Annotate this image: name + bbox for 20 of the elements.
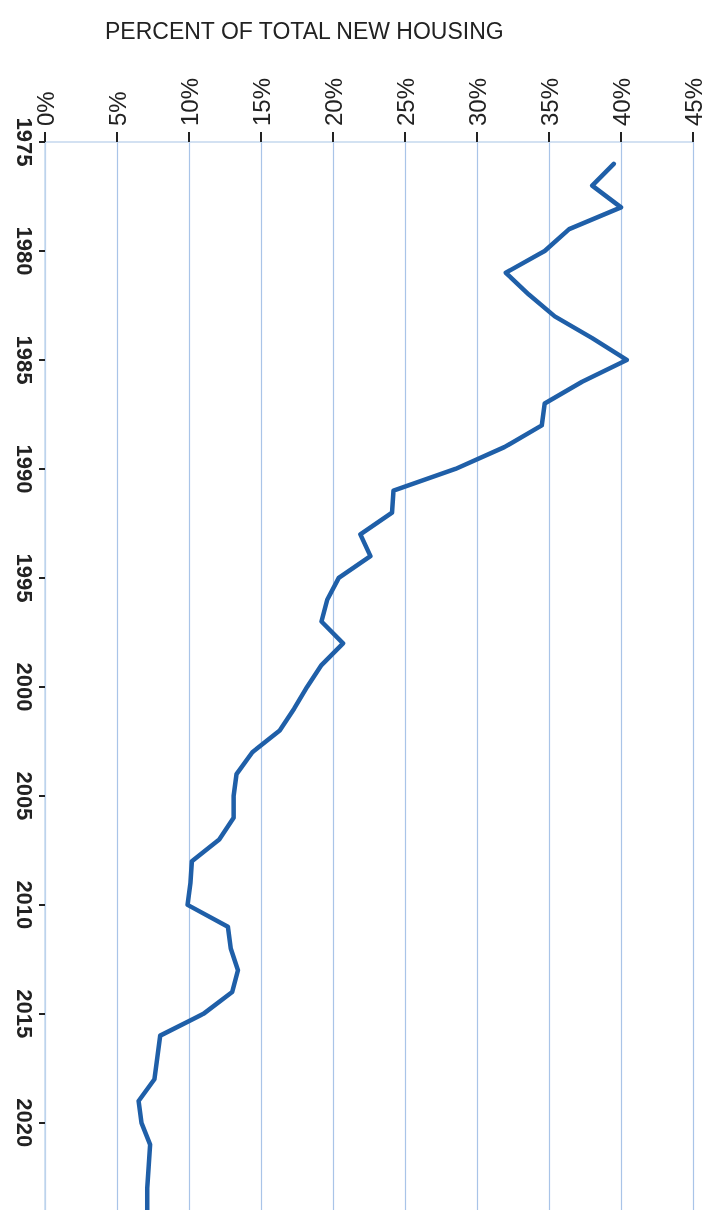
y-tick-label: 2010	[11, 880, 37, 930]
y-tick-label: 2005	[11, 771, 37, 821]
y-tick-label: 1990	[11, 444, 37, 494]
y-tick-label: 1980	[11, 226, 37, 276]
x-tick-label: 25%	[391, 77, 419, 126]
x-tick-label: 5%	[103, 91, 131, 126]
x-tick-label: 10%	[175, 77, 203, 126]
y-tick-label: 2020	[11, 1098, 37, 1148]
y-tick-label: 1985	[11, 335, 37, 385]
y-tick-label: 1995	[11, 553, 37, 603]
x-tick-label: 45%	[679, 77, 707, 126]
y-tick-label: 2015	[11, 989, 37, 1039]
x-tick-label: 40%	[607, 77, 635, 126]
y-tick-label: 2000	[11, 662, 37, 712]
x-tick-label: 30%	[463, 77, 491, 126]
x-tick-label: 15%	[247, 77, 275, 126]
line-series	[136, 161, 630, 1210]
x-tick-label: 20%	[319, 77, 347, 126]
x-tick-label: 35%	[535, 77, 563, 126]
x-axis-title: PERCENT OF TOTAL NEW HOUSING	[105, 17, 504, 44]
